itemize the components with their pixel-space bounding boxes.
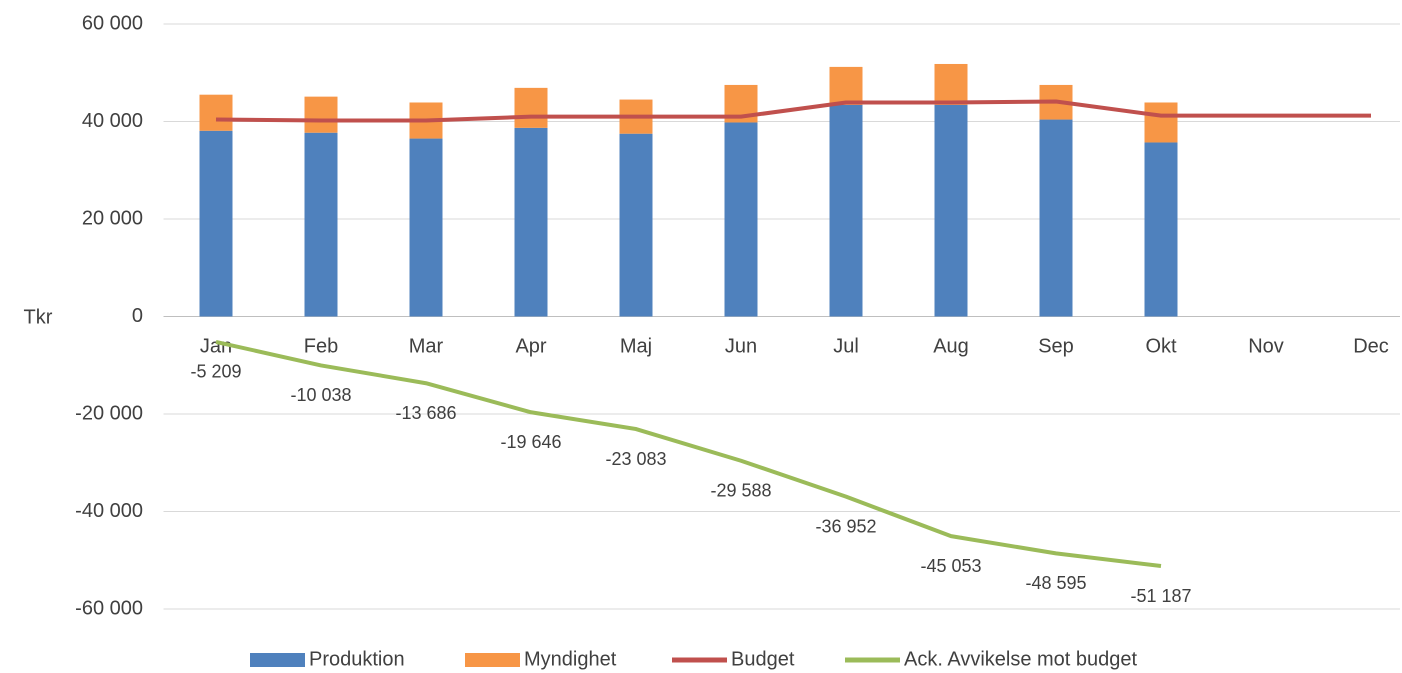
bar xyxy=(934,104,968,317)
data-label: -5 209 xyxy=(190,362,241,382)
y-tick-label: 40 000 xyxy=(82,110,143,132)
y-tick-label: -60 000 xyxy=(75,597,143,619)
legend-label: Ack. Avvikelse mot budget xyxy=(904,648,1138,670)
legend-label: Myndighet xyxy=(524,648,617,670)
data-label: -29 588 xyxy=(710,480,771,500)
x-tick-label: Sep xyxy=(1038,335,1074,357)
x-tick-label: Mar xyxy=(409,335,444,357)
y-tick-label: 0 xyxy=(132,305,143,327)
y-tick-label: -40 000 xyxy=(75,500,143,522)
data-label: -19 646 xyxy=(500,432,561,452)
data-label: -36 952 xyxy=(815,516,876,536)
x-tick-label: Feb xyxy=(304,335,338,357)
bar xyxy=(1144,142,1178,317)
y-tick-label: -20 000 xyxy=(75,402,143,424)
data-label: -51 187 xyxy=(1130,586,1191,606)
bar xyxy=(199,130,233,317)
legend-label: Produktion xyxy=(309,648,405,670)
data-label: -10 038 xyxy=(290,385,351,405)
data-label: -48 595 xyxy=(1025,573,1086,593)
legend-swatch xyxy=(465,653,520,667)
x-tick-label: Dec xyxy=(1353,335,1389,357)
bar xyxy=(199,94,233,131)
line xyxy=(215,99,1371,123)
x-tick-label: Jun xyxy=(725,335,757,357)
line xyxy=(215,339,1162,569)
x-tick-label: Nov xyxy=(1248,335,1284,357)
bar xyxy=(1144,102,1178,143)
legend-label: Budget xyxy=(731,648,795,670)
legend-swatch xyxy=(250,653,305,667)
x-tick-label: Apr xyxy=(515,335,546,357)
bar xyxy=(829,104,863,317)
y-axis-label: Tkr xyxy=(24,306,53,328)
x-tick-label: Aug xyxy=(933,335,969,357)
bar xyxy=(934,63,968,105)
bar xyxy=(724,122,758,317)
y-tick-label: 60 000 xyxy=(82,12,143,34)
bar xyxy=(1039,119,1073,317)
bar xyxy=(304,132,338,317)
bar xyxy=(514,127,548,317)
x-tick-label: Maj xyxy=(620,335,652,357)
x-tick-label: Jul xyxy=(833,335,859,357)
bar xyxy=(619,133,653,317)
x-tick-label: Okt xyxy=(1145,335,1177,357)
y-tick-label: 20 000 xyxy=(82,207,143,229)
data-label: -45 053 xyxy=(920,556,981,576)
bar xyxy=(409,138,443,317)
data-label: -23 083 xyxy=(605,449,666,469)
bar xyxy=(304,96,338,133)
x-tick-label: Jan xyxy=(200,335,232,357)
data-label: -13 686 xyxy=(395,403,456,423)
bar xyxy=(514,87,548,128)
bar xyxy=(829,66,863,105)
